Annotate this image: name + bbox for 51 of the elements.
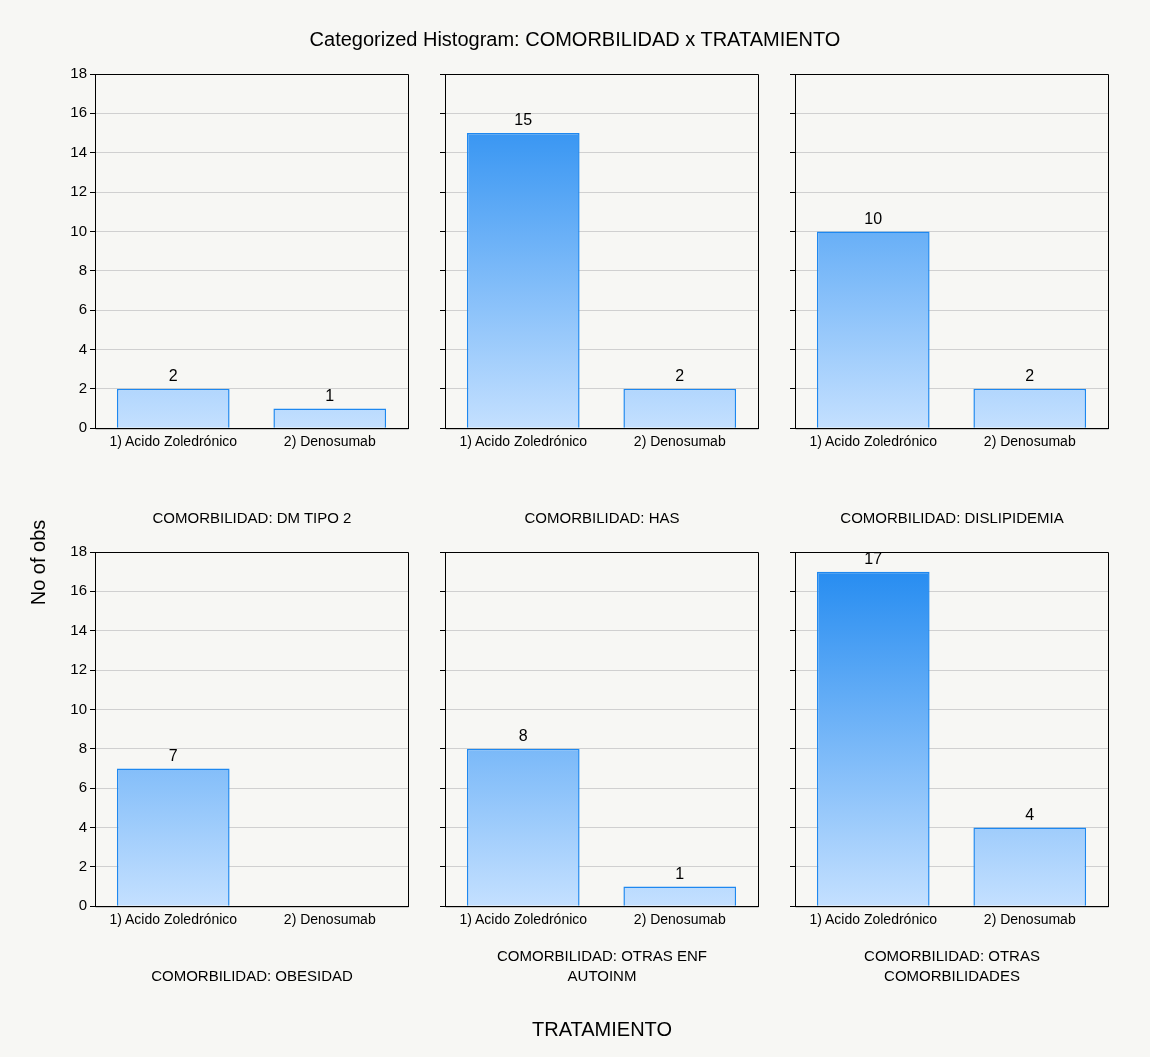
y-tick-label: 0 [78,896,87,914]
y-tick-label: 14 [70,620,87,638]
y-tick-label: 12 [70,182,87,200]
data-label: 2 [1025,367,1035,385]
data-label: 1 [675,864,685,882]
x-tick-label: 1) Acido Zoledrónico [459,911,588,928]
x-tick-label: 2) Denosumab [983,433,1076,450]
text: Categorized Histogram: COMORBILIDAD x TRATAMIENTO [308,28,842,51]
y-tick-label: 6 [78,778,87,796]
y-tick-label: 12 [70,660,87,678]
data-label: 2 [675,367,685,385]
data-label: 1 [325,386,335,404]
data-label: 15 [514,111,533,129]
x-axis-title: TRATAMIENTO [531,1018,673,1041]
x-tick-label: 2) Denosumab [283,433,376,450]
data-label: 7 [168,746,178,764]
x-tick-label: 2) Denosumab [633,911,726,928]
data-label: 10 [864,209,883,227]
text: COMORBILIDAD: OTRAS ENF AUTOINM [496,946,708,986]
y-tick-label: 18 [70,542,87,560]
y-tick-label: 16 [70,581,87,599]
y-tick-label: 10 [70,221,87,239]
y-tick-label: 4 [78,817,87,835]
y-tick-label: 10 [70,699,87,717]
y-tick-label: 14 [70,142,87,160]
text: COMORBILIDAD: DM TIPO 2 [151,508,353,528]
y-tick-label: 8 [78,260,87,278]
y-tick-label: 4 [78,339,87,357]
text: COMORBILIDAD: DISLIPIDEMIA [839,508,1065,528]
x-tick-label: 2) Denosumab [633,433,726,450]
y-tick-label: 16 [70,103,87,121]
x-tick-label: 1) Acido Zoledrónico [459,433,588,450]
data-label: 8 [518,727,528,745]
text: COMORBILIDAD: OTRAS COMORBILIDADES [863,946,1041,986]
text: COMORBILIDAD: HAS [523,508,681,528]
x-tick-label: 1) Acido Zoledrónico [809,433,938,450]
y-tick-label: 8 [78,738,87,756]
x-tick-label: 1) Acido Zoledrónico [109,911,238,928]
data-label: 4 [1025,805,1035,823]
y-tick-label: 2 [78,378,87,396]
y-tick-label: 0 [78,418,87,436]
y-tick-label: 2 [78,856,87,874]
y-tick-label: 6 [78,300,87,318]
x-tick-label: 2) Denosumab [983,911,1076,928]
x-tick-label: 2) Denosumab [283,911,376,928]
data-label: 2 [168,367,178,385]
text: COMORBILIDAD: OBESIDAD [150,966,354,986]
y-tick-label: 18 [70,64,87,82]
x-tick-label: 1) Acido Zoledrónico [809,911,938,928]
y-axis-title: No of obs [26,518,50,608]
x-tick-label: 1) Acido Zoledrónico [109,433,238,450]
